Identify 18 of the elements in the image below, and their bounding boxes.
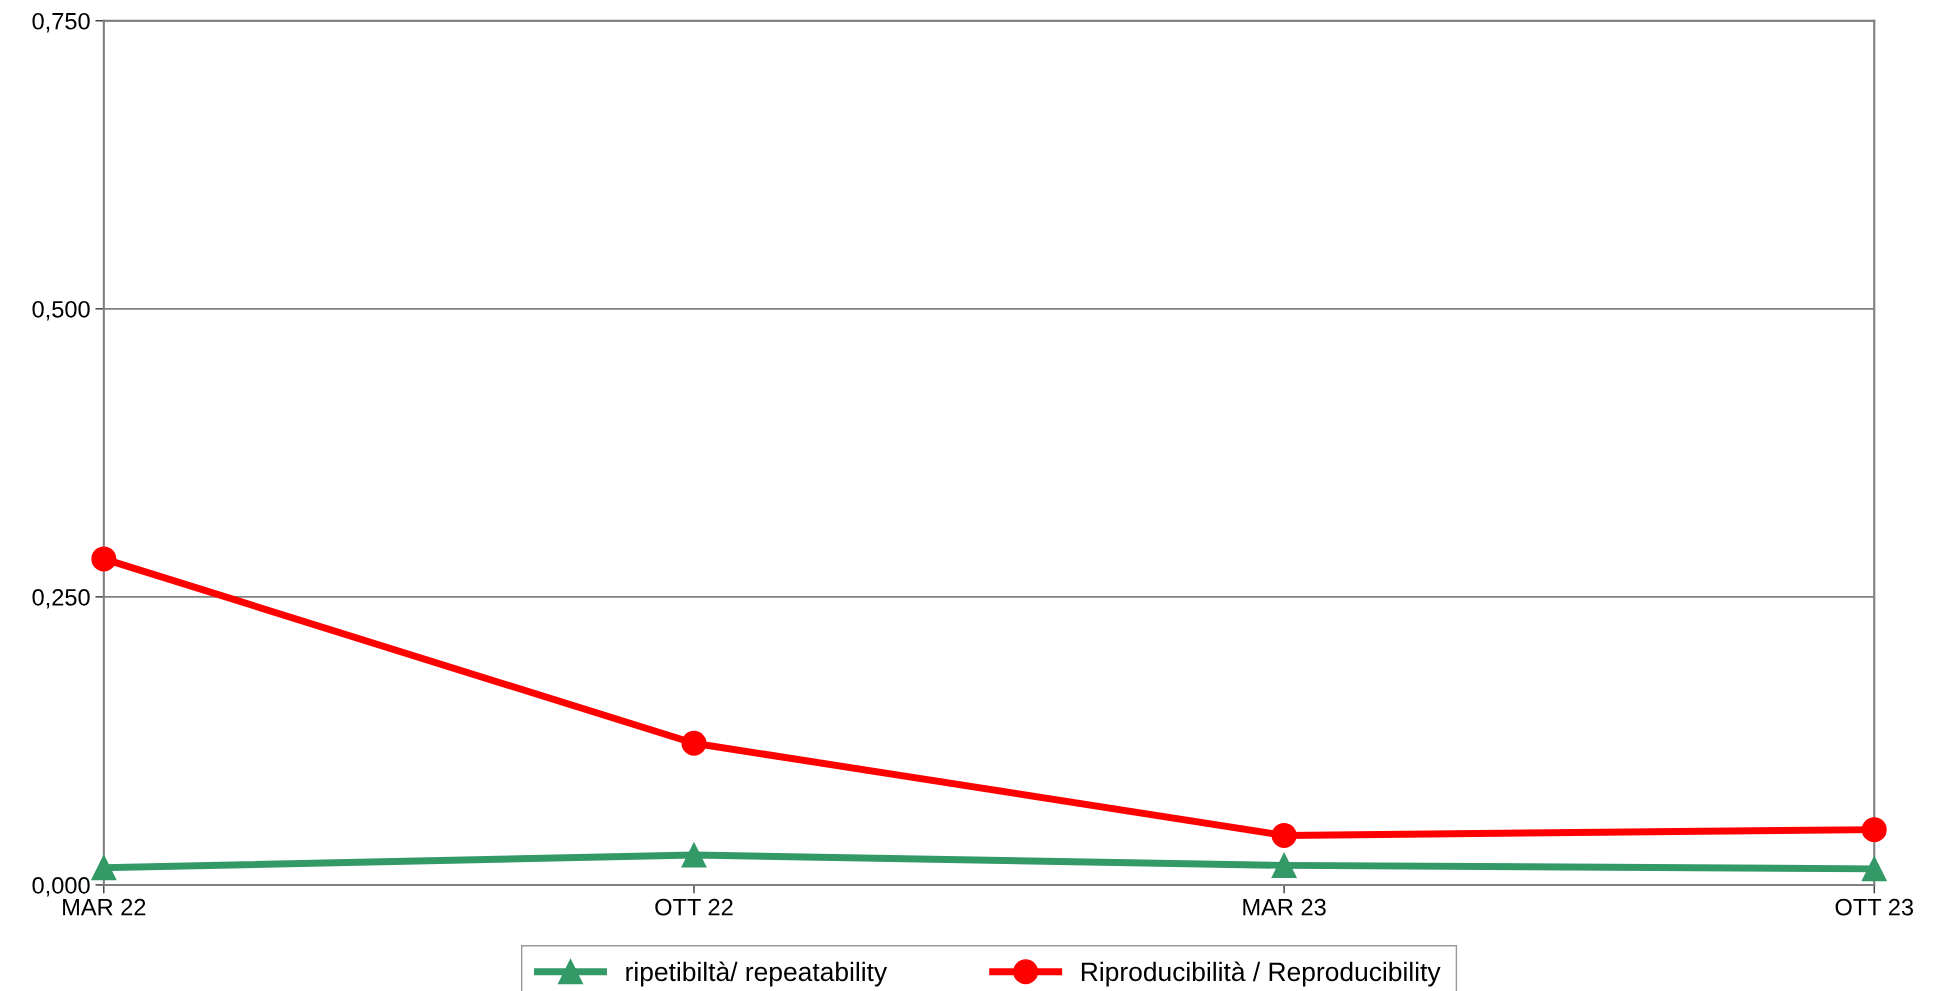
x-tick-label: OTT 23 bbox=[1835, 898, 1914, 916]
legend-label: ripetibiltà/ repeatability bbox=[626, 961, 888, 987]
point bbox=[1861, 817, 1887, 843]
x-tick-label: MAR 23 bbox=[1243, 898, 1326, 916]
x-tick-label: OTT 22 bbox=[655, 898, 733, 916]
point bbox=[681, 730, 707, 756]
point bbox=[1271, 852, 1297, 878]
y-tick-label: 0,500 bbox=[32, 300, 90, 321]
point bbox=[91, 546, 117, 572]
point bbox=[681, 842, 707, 868]
point bbox=[1861, 856, 1887, 882]
y-tick-label: 0,750 bbox=[32, 12, 90, 33]
x-tick-label: MAR 22 bbox=[63, 898, 146, 916]
y-tick-label: 0,250 bbox=[32, 588, 90, 609]
point bbox=[1271, 822, 1297, 848]
legend-label: Riproducibilità / Reproducibility bbox=[1081, 961, 1441, 987]
point bbox=[91, 855, 117, 881]
y-tick-label: 0,000 bbox=[32, 877, 90, 897]
